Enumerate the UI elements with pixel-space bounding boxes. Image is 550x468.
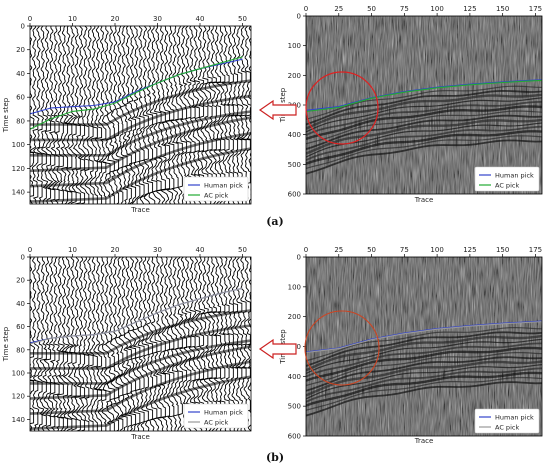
y-tick-label: 0 <box>21 23 25 31</box>
x-tick-label: 10 <box>68 15 77 23</box>
x-tick-label: 0 <box>28 246 32 254</box>
x-tick-label: 100 <box>430 5 443 13</box>
y-tick-label: 200 <box>288 313 301 321</box>
x-tick-label: 175 <box>529 246 542 254</box>
legend: Human pick AC pick <box>474 166 540 192</box>
y-tick-label: 100 <box>288 42 301 50</box>
y-tick-label: 20 <box>16 277 25 285</box>
legend-entry: AC pick <box>204 418 228 426</box>
plot-background <box>30 257 251 431</box>
series-line-ac-pick <box>306 79 542 113</box>
x-tick-label: 25 <box>334 246 343 254</box>
y-tick-label: 140 <box>12 416 25 424</box>
x-tick-label: 10 <box>68 246 77 254</box>
highlight-circle-a <box>305 71 379 145</box>
x-tick-label: 30 <box>153 246 162 254</box>
y-tick-label: 120 <box>12 393 25 401</box>
series-line-human-pick <box>306 79 542 111</box>
x-tick-label: 25 <box>334 5 343 13</box>
highlight-circle-b <box>304 310 380 386</box>
series-line-human-pick <box>306 320 542 353</box>
y-tick-label: 100 <box>288 283 301 291</box>
x-tick-label: 100 <box>430 246 443 254</box>
arrow-b <box>258 338 297 360</box>
y-tick-label: 600 <box>288 433 301 441</box>
legend-entry: AC pick <box>495 181 519 189</box>
x-tick-label: 125 <box>463 246 476 254</box>
y-tick-label: 0 <box>297 13 301 21</box>
y-tick-label: 400 <box>288 131 301 139</box>
x-tick-label: 20 <box>111 246 120 254</box>
panel-label-a: (a) <box>266 215 284 228</box>
y-tick-label: 100 <box>12 370 25 378</box>
series-line-ac-pick <box>30 56 243 130</box>
chart-b-left: 0 10 20 30 40 50 0 20 40 60 80 100 120 140 Trace Time s… <box>2 246 252 441</box>
x-tick-label: 50 <box>367 5 376 13</box>
legend: Human pick AC pick <box>183 176 249 202</box>
x-tick-label: 125 <box>463 5 476 13</box>
plot-frame <box>29 25 252 205</box>
chart-b-right: 02550751001251501750100200300400500600Tr… <box>279 246 543 445</box>
y-tick-label: 200 <box>288 72 301 80</box>
x-tick-label: 150 <box>496 5 509 13</box>
x-tick-label: 50 <box>367 246 376 254</box>
plot-background <box>306 257 542 436</box>
x-tick-label: 175 <box>529 5 542 13</box>
annotation-a <box>258 71 379 145</box>
y-tick-label: 80 <box>16 346 25 354</box>
series-line-ac-pick <box>306 321 542 354</box>
x-axis-label: Trace <box>414 437 434 445</box>
y-tick-label: 400 <box>288 373 301 381</box>
x-tick-label: 0 <box>28 15 32 23</box>
arrow-a <box>258 99 297 121</box>
y-tick-label: 0 <box>21 254 25 262</box>
y-tick-label: 100 <box>12 141 25 149</box>
annotation-b <box>258 310 380 386</box>
x-tick-label: 75 <box>400 5 409 13</box>
y-tick-label: 500 <box>288 403 301 411</box>
chart-a-left: 0 10 20 30 40 50 0 20 40 60 80 100 120 140 Trace Time s… <box>2 15 252 214</box>
x-tick-label: 0 <box>304 246 308 254</box>
x-axis-label: Trace <box>130 206 150 214</box>
legend-entry: Human pick <box>204 181 243 189</box>
y-tick-label: 20 <box>16 46 25 54</box>
x-tick-label: 50 <box>238 15 247 23</box>
x-axis-label: Trace <box>414 196 434 204</box>
series-line-ac-pick <box>30 287 243 345</box>
y-tick-label: 40 <box>16 300 25 308</box>
y-tick-label: 60 <box>16 323 25 331</box>
x-tick-label: 20 <box>111 15 120 23</box>
panel-label-b: (b) <box>266 451 284 464</box>
legend-entry: AC pick <box>495 423 519 431</box>
x-tick-label: 50 <box>238 246 247 254</box>
y-tick-label: 60 <box>16 94 25 102</box>
y-tick-label: 40 <box>16 70 25 78</box>
x-tick-label: 75 <box>400 246 409 254</box>
legend: Human pick AC pick <box>183 403 249 429</box>
plot-background <box>30 26 251 204</box>
x-tick-label: 40 <box>196 246 205 254</box>
legend-entry: Human pick <box>495 171 534 179</box>
plot-frame <box>29 256 252 432</box>
chart-a-right: 02550751001251501750100200300400500600Tr… <box>279 5 543 204</box>
x-tick-label: 30 <box>153 15 162 23</box>
x-axis-label: Trace <box>130 433 150 441</box>
y-tick-label: 0 <box>297 254 301 262</box>
y-tick-label: 80 <box>16 117 25 125</box>
y-tick-label: 500 <box>288 161 301 169</box>
legend-entry: AC pick <box>204 191 228 199</box>
legend-entry: Human pick <box>495 413 534 421</box>
legend: Human pick AC pick <box>474 408 540 434</box>
y-axis-label: Time step <box>2 97 10 133</box>
x-tick-label: 0 <box>304 5 308 13</box>
y-tick-label: 140 <box>12 189 25 197</box>
x-tick-label: 150 <box>496 246 509 254</box>
legend-entry: Human pick <box>204 408 243 416</box>
y-tick-label: 600 <box>288 191 301 199</box>
y-axis-label: Time step <box>2 326 10 362</box>
x-tick-label: 40 <box>196 15 205 23</box>
y-tick-label: 120 <box>12 165 25 173</box>
